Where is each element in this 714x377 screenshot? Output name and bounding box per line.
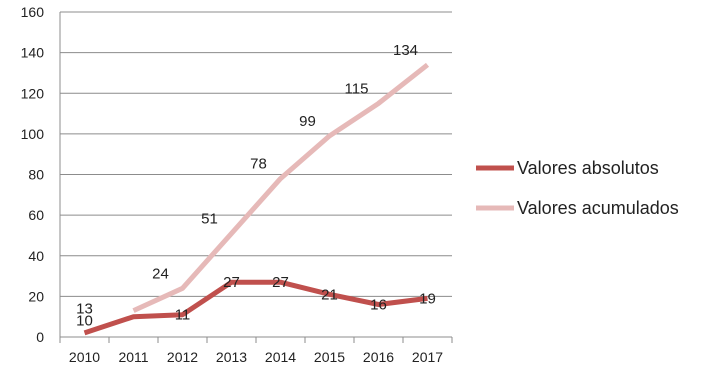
y-tick-label: 60 <box>28 207 44 223</box>
data-label: 21 <box>321 286 338 303</box>
y-tick-label: 80 <box>28 167 44 183</box>
data-label: 16 <box>370 297 387 314</box>
data-label: 13 <box>76 301 93 318</box>
data-label: 24 <box>152 265 169 282</box>
x-tick-label: 2016 <box>363 349 394 365</box>
x-tick-label: 2012 <box>167 349 198 365</box>
y-tick-label: 160 <box>21 4 45 20</box>
y-tick-label: 140 <box>21 45 45 61</box>
series-lines <box>83 62 430 336</box>
data-label: 78 <box>250 156 267 173</box>
data-label: 51 <box>201 210 218 227</box>
y-tick-label: 120 <box>21 85 45 101</box>
y-tick-label: 0 <box>36 329 44 345</box>
data-label: 27 <box>272 274 289 291</box>
series-line-valores-acumulados <box>132 62 430 313</box>
x-tick-label: 2017 <box>412 349 443 365</box>
y-tick-label: 100 <box>21 126 45 142</box>
x-tick-label: 2014 <box>265 349 296 365</box>
y-axis-ticks: 0 20 40 60 80 100 120 140 160 <box>21 4 45 345</box>
legend-label: Valores acumulados <box>517 198 679 218</box>
x-axis-ticks: 2010 2011 2012 2013 2014 2015 2016 2017 <box>69 349 443 365</box>
x-tick-label: 2015 <box>314 349 345 365</box>
y-tick-label: 20 <box>28 288 44 304</box>
x-tick-label: 2013 <box>216 349 247 365</box>
x-tick-label: 2011 <box>118 349 148 365</box>
series-line-valores-absolutos <box>83 279 428 336</box>
data-label: 11 <box>175 307 191 324</box>
legend-label: Valores absolutos <box>517 158 659 178</box>
x-tick-label: 2010 <box>69 349 100 365</box>
data-label: 10 <box>76 313 93 330</box>
y-tick-label: 40 <box>28 248 44 264</box>
legend: Valores absolutos Valores acumulados <box>476 158 679 218</box>
axes <box>59 12 453 343</box>
data-label: 19 <box>419 290 436 307</box>
data-label: 27 <box>223 274 240 291</box>
gridlines <box>60 11 452 297</box>
data-label: 115 <box>345 80 369 97</box>
data-label: 134 <box>393 42 418 59</box>
data-label: 99 <box>299 113 316 130</box>
